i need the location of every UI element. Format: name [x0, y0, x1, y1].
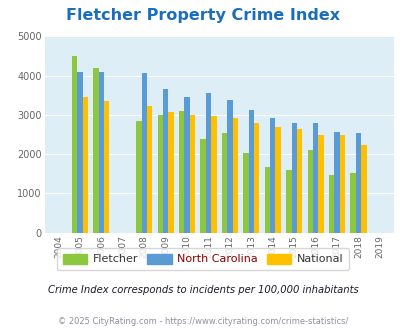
Bar: [77, 72, 83, 233]
Bar: [211, 116, 216, 233]
Bar: [163, 88, 168, 233]
Bar: [269, 118, 275, 233]
Bar: [339, 135, 344, 233]
Bar: [189, 115, 195, 233]
Legend: Fletcher, North Carolina, National: Fletcher, North Carolina, National: [57, 248, 348, 270]
Bar: [334, 132, 339, 233]
Bar: [184, 97, 189, 233]
Bar: [328, 175, 334, 233]
Bar: [104, 101, 109, 233]
Bar: [248, 110, 254, 233]
Bar: [222, 133, 227, 233]
Bar: [318, 135, 323, 233]
Bar: [147, 106, 152, 233]
Bar: [157, 115, 163, 233]
Bar: [355, 133, 360, 233]
Bar: [141, 73, 147, 233]
Bar: [243, 153, 248, 233]
Bar: [232, 118, 237, 233]
Bar: [264, 167, 269, 233]
Bar: [296, 129, 301, 233]
Text: Crime Index corresponds to incidents per 100,000 inhabitants: Crime Index corresponds to incidents per…: [47, 285, 358, 295]
Text: Fletcher Property Crime Index: Fletcher Property Crime Index: [66, 8, 339, 23]
Bar: [168, 112, 173, 233]
Bar: [312, 123, 318, 233]
Text: © 2025 CityRating.com - https://www.cityrating.com/crime-statistics/: © 2025 CityRating.com - https://www.city…: [58, 317, 347, 326]
Bar: [83, 97, 88, 233]
Bar: [98, 72, 104, 233]
Bar: [254, 123, 259, 233]
Bar: [205, 93, 211, 233]
Bar: [200, 139, 205, 233]
Bar: [93, 68, 98, 233]
Bar: [360, 145, 366, 233]
Bar: [136, 121, 141, 233]
Bar: [179, 111, 184, 233]
Bar: [291, 123, 296, 233]
Bar: [307, 150, 312, 233]
Bar: [275, 127, 280, 233]
Bar: [72, 56, 77, 233]
Bar: [350, 173, 355, 233]
Bar: [286, 170, 291, 233]
Bar: [227, 100, 232, 233]
